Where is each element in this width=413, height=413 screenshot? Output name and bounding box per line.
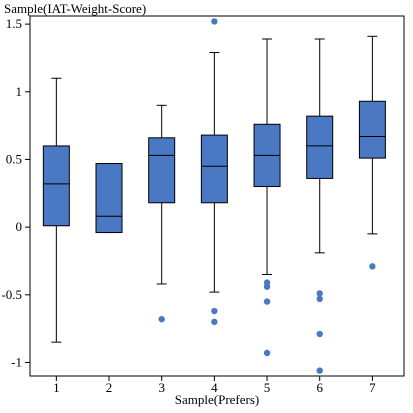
plot-frame: [29, 15, 405, 377]
box-series: [42, 18, 386, 374]
box-group-6: [306, 38, 334, 374]
iqr-box: [42, 145, 70, 227]
outlier-point: [263, 298, 271, 305]
y-tick-label: 0: [16, 219, 23, 234]
box-group-1: [42, 77, 70, 343]
outlier-point: [316, 295, 323, 303]
outlier-point: [158, 315, 165, 323]
y-tick-label: 1: [16, 84, 23, 99]
box-group-5: [253, 38, 281, 357]
y-tick-label: 0.5: [6, 151, 22, 166]
y-tick-label: -1: [11, 354, 22, 369]
plot-border: [29, 15, 405, 377]
x-axis-title: Sample(Prefers): [175, 392, 259, 407]
y-tick-label: -0.5: [1, 287, 22, 302]
iqr-box: [200, 134, 228, 204]
outlier-point: [263, 283, 271, 290]
box-group-4: [200, 18, 228, 326]
x-tick-label: 6: [316, 380, 323, 395]
iqr-box: [148, 137, 176, 204]
outlier-point: [211, 18, 218, 25]
outlier-point: [211, 318, 218, 326]
x-tick-label: 5: [264, 380, 271, 395]
outlier-point: [211, 307, 218, 315]
y-axis: -1 -0.5 0 0.5 1 1.5: [1, 16, 30, 369]
y-tick-label: 1.5: [6, 16, 22, 31]
outlier-point: [316, 290, 323, 297]
box-group-3: [148, 104, 176, 323]
y-axis-title: Sample(IAT-Weight-Score): [4, 1, 146, 16]
x-tick-label: 2: [106, 380, 113, 395]
outlier-point: [263, 349, 271, 357]
iqr-box: [306, 115, 334, 179]
x-axis: 1 2 3 4 5 6 7: [53, 376, 376, 395]
x-tick-label: 7: [369, 380, 376, 395]
outlier-point: [316, 330, 323, 338]
iqr-box: [95, 163, 123, 234]
x-tick-label: 4: [211, 380, 218, 395]
outlier-point: [369, 263, 376, 270]
outlier-point: [316, 367, 323, 374]
x-tick-label: 3: [158, 380, 165, 395]
box-group-2: [95, 163, 123, 234]
x-tick-label: 1: [53, 380, 60, 395]
box-group-7: [358, 35, 386, 270]
iqr-box: [358, 100, 386, 159]
